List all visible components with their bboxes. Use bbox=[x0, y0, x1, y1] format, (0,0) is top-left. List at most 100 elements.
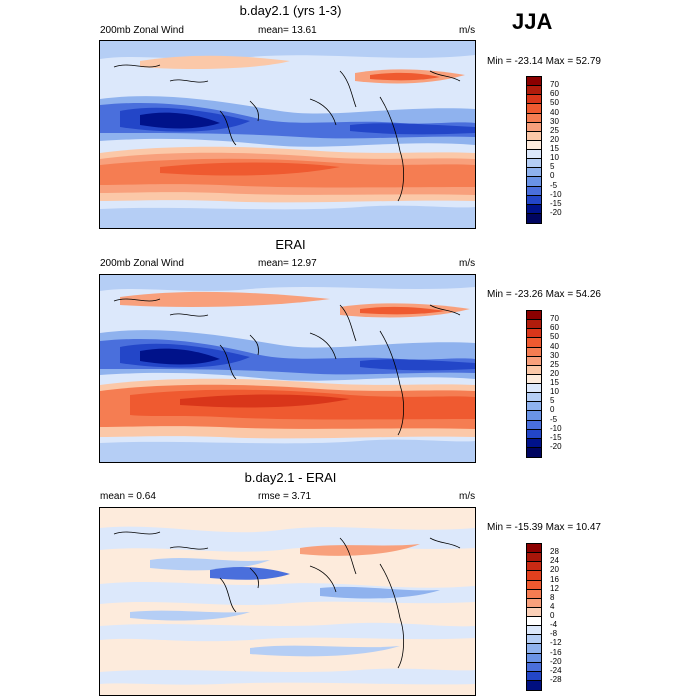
colorbar-swatch bbox=[527, 393, 541, 403]
panel-2-title: ERAI bbox=[275, 237, 306, 252]
colorbar-swatch bbox=[527, 598, 541, 608]
panel-3-title: b.day2.1 - ERAI bbox=[244, 470, 337, 485]
season-label: JJA bbox=[512, 9, 553, 34]
panel-2-colorbar-labels: 70 60 50 40 30 25 20 15 10 5 0 -5 -10 -15 -20 bbox=[550, 310, 580, 458]
panel-2-minmax: Min = -23.26 Max = 54.26 bbox=[487, 289, 601, 300]
panel-1-map bbox=[99, 40, 476, 229]
colorbar-swatch bbox=[527, 553, 541, 563]
colorbar-tick-label: 20 bbox=[550, 565, 559, 575]
panel-1-minmax: Min = -23.14 Max = 52.79 bbox=[487, 56, 601, 67]
colorbar-tick-label: 50 bbox=[550, 98, 559, 108]
colorbar-swatch bbox=[527, 438, 541, 448]
panel-1-colorbar bbox=[526, 76, 542, 224]
colorbar-tick-label: -12 bbox=[550, 638, 562, 648]
colorbar-swatch bbox=[527, 177, 541, 187]
colorbar-swatch bbox=[527, 186, 541, 196]
colorbar-swatch bbox=[527, 365, 541, 375]
colorbar-tick-label: 60 bbox=[550, 323, 559, 333]
panel-3-colorbar bbox=[526, 543, 542, 691]
panel-3-units: m/s bbox=[459, 491, 476, 502]
colorbar-tick-label: -10 bbox=[550, 189, 562, 199]
colorbar-swatch bbox=[527, 195, 541, 205]
colorbar-swatch bbox=[527, 384, 541, 394]
colorbar-tick-label: -16 bbox=[550, 647, 562, 657]
colorbar-swatch bbox=[527, 653, 541, 663]
colorbar-tick-label: 5 bbox=[550, 162, 555, 172]
colorbar-tick-label: 20 bbox=[550, 134, 559, 144]
panel-3-colorbar-labels: 28 24 20 16 12 8 4 0 -4 -8 -12 -16 -20 -24 -28 bbox=[550, 543, 580, 691]
colorbar-tick-label: 60 bbox=[550, 89, 559, 99]
colorbar-swatch bbox=[527, 635, 541, 645]
colorbar-swatch bbox=[527, 95, 541, 105]
panel-2-colorbar bbox=[526, 310, 542, 458]
panel-2-contour-field bbox=[100, 275, 475, 462]
colorbar-tick-label: -28 bbox=[550, 674, 562, 684]
colorbar-tick-label: 12 bbox=[550, 583, 559, 593]
colorbar-tick-label: 30 bbox=[550, 116, 559, 126]
colorbar-swatch bbox=[527, 589, 541, 599]
colorbar-swatch bbox=[527, 411, 541, 421]
colorbar-tick-label: 15 bbox=[550, 144, 559, 153]
colorbar-tick-label: 10 bbox=[550, 387, 559, 397]
colorbar-tick-label: 40 bbox=[550, 341, 559, 351]
colorbar-swatch bbox=[527, 626, 541, 636]
colorbar-swatch bbox=[527, 168, 541, 178]
colorbar-tick-label: -20 bbox=[550, 441, 562, 451]
colorbar-tick-label: -15 bbox=[550, 198, 562, 208]
colorbar-tick-label: 50 bbox=[550, 332, 559, 342]
colorbar-swatch bbox=[527, 338, 541, 348]
colorbar-tick-label: 0 bbox=[550, 611, 555, 620]
colorbar-tick-label: 4 bbox=[550, 601, 555, 611]
colorbar-swatch bbox=[527, 580, 541, 590]
colorbar-swatch bbox=[527, 204, 541, 214]
colorbar-tick-label: 10 bbox=[550, 153, 559, 163]
panel-1-contour-field bbox=[100, 41, 475, 228]
colorbar-swatch bbox=[527, 374, 541, 384]
colorbar-tick-label: 70 bbox=[550, 314, 559, 324]
colorbar-swatch bbox=[527, 86, 541, 96]
colorbar-swatch bbox=[527, 311, 541, 321]
panel-1-variable-label: 200mb Zonal Wind bbox=[100, 25, 184, 36]
colorbar-swatch bbox=[527, 562, 541, 572]
colorbar-tick-label: -15 bbox=[550, 432, 562, 442]
colorbar-tick-label: 20 bbox=[550, 368, 559, 378]
colorbar-swatch bbox=[527, 356, 541, 366]
colorbar-swatch bbox=[527, 447, 541, 457]
panel-2-units: m/s bbox=[459, 258, 476, 269]
panel-1-title: b.day2.1 (yrs 1-3) bbox=[239, 3, 342, 18]
panel-3-contour-field bbox=[100, 508, 475, 695]
colorbar-tick-label: 25 bbox=[550, 359, 559, 369]
colorbar-tick-label: 16 bbox=[550, 574, 559, 584]
panel-3-minmax: Min = -15.39 Max = 10.47 bbox=[487, 522, 601, 533]
colorbar-tick-label: 25 bbox=[550, 125, 559, 135]
colorbar-swatch bbox=[527, 644, 541, 654]
panel-1-mean-label: mean= 13.61 bbox=[258, 25, 317, 36]
colorbar-tick-label: 24 bbox=[550, 556, 559, 566]
colorbar-swatch bbox=[527, 607, 541, 617]
panel-1-units: m/s bbox=[459, 25, 476, 36]
colorbar-swatch bbox=[527, 77, 541, 87]
colorbar-swatch bbox=[527, 571, 541, 581]
panel-2-map bbox=[99, 274, 476, 463]
panel-3-rmse-label: rmse = 3.71 bbox=[258, 491, 312, 502]
colorbar-swatch bbox=[527, 662, 541, 672]
colorbar-swatch bbox=[527, 329, 541, 339]
panel-2-variable-label: 200mb Zonal Wind bbox=[100, 258, 184, 269]
colorbar-swatch bbox=[527, 113, 541, 123]
colorbar-swatch bbox=[527, 420, 541, 430]
colorbar-tick-label: -5 bbox=[550, 180, 558, 190]
colorbar-tick-label: -4 bbox=[550, 620, 558, 630]
colorbar-tick-label: -20 bbox=[550, 656, 562, 666]
colorbar-swatch bbox=[527, 122, 541, 132]
colorbar-tick-label: 5 bbox=[550, 396, 555, 406]
panel-1-colorbar-labels: 70 60 50 40 30 25 20 15 10 5 0 -5 -10 -15 -20 bbox=[550, 76, 580, 224]
colorbar-tick-label: 70 bbox=[550, 80, 559, 90]
colorbar-swatch bbox=[527, 159, 541, 169]
colorbar-tick-label: 40 bbox=[550, 107, 559, 117]
colorbar-tick-label: 0 bbox=[550, 171, 555, 181]
colorbar-swatch bbox=[527, 150, 541, 160]
panel-3-map bbox=[99, 507, 476, 696]
colorbar-swatch bbox=[527, 320, 541, 330]
colorbar-swatch bbox=[527, 213, 541, 223]
colorbar-swatch bbox=[527, 104, 541, 114]
